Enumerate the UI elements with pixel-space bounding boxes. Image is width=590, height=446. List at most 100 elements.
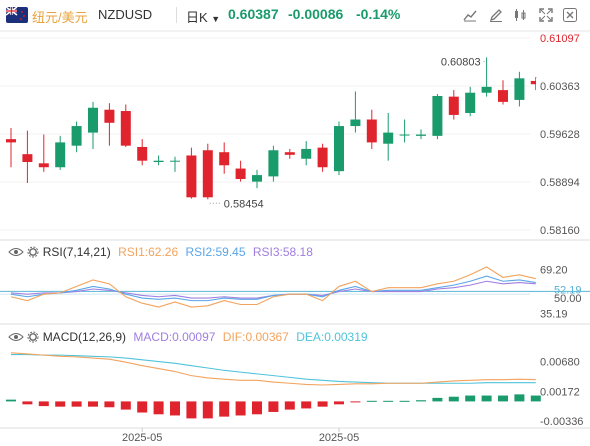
macd-histogram-bar <box>71 401 82 407</box>
last-price: 0.60387 <box>228 6 279 22</box>
macd-histogram-bar <box>153 401 164 415</box>
rsi-tick-label: 52.19 <box>554 284 582 296</box>
candlestick-series: 0.60803 0.58454 <box>6 56 541 210</box>
candle-body <box>235 168 246 180</box>
candle-body <box>334 126 344 172</box>
rsi3-value: RSI3:58.18 <box>252 245 313 259</box>
candle <box>219 142 230 174</box>
rsi-title: RSI(7,14,21) <box>42 245 111 259</box>
gear-icon[interactable] <box>27 330 42 344</box>
candle-body <box>416 134 426 136</box>
rsi-tick-label: 50.00 <box>554 293 582 305</box>
candle <box>71 121 82 153</box>
x-tick-label: 2025-05 <box>122 432 162 444</box>
candle <box>301 141 312 166</box>
candle-body <box>268 150 279 177</box>
price-tick-label: 0.58894 <box>540 177 580 189</box>
candle-body <box>219 152 230 166</box>
rsi-tick-label: 35.19 <box>540 308 568 320</box>
divider <box>176 7 177 23</box>
macd-histogram-bar <box>514 394 525 402</box>
indicator-chart-icon[interactable] <box>462 7 478 23</box>
candle <box>268 145 279 182</box>
rsi-panel <box>0 266 590 308</box>
gear-icon[interactable] <box>27 245 42 259</box>
macd-tick-label: 0.00172 <box>540 386 580 398</box>
candle <box>284 148 295 159</box>
current-price-box <box>536 77 588 94</box>
rsi-legend: RSI(7,14,21) RSI1:62.26 RSI2:59.45 RSI3:… <box>8 245 313 259</box>
candle-body <box>514 78 525 100</box>
rsi1-value: RSI1:62.26 <box>118 245 179 259</box>
pair-name-cn: 纽元/美元 <box>32 10 88 25</box>
macd-panel <box>6 352 541 419</box>
dea-line <box>11 353 536 384</box>
candle-body <box>481 86 492 93</box>
candle <box>38 134 49 172</box>
candle <box>383 112 394 161</box>
candle <box>366 109 377 149</box>
period-select[interactable]: 日K ▼ <box>186 7 220 26</box>
period-label: 日K <box>186 10 208 25</box>
dea-value: DEA:0.00319 <box>296 330 368 344</box>
candle-body <box>399 134 410 136</box>
axis-labels: 0.61097 0.60363 0.59628 0.58894 0.58160 69.20… <box>122 33 588 444</box>
candle <box>202 143 213 200</box>
candle <box>120 104 131 147</box>
candle <box>465 86 476 117</box>
macd-histogram-bar <box>137 401 148 413</box>
candle-body <box>284 152 295 155</box>
rsi2-line <box>10 275 536 302</box>
macd-histogram-bar <box>120 401 131 410</box>
macd-histogram-bar <box>498 395 508 402</box>
candle-body <box>252 175 262 182</box>
macd-histogram-bar <box>448 396 459 402</box>
candle-body <box>448 96 459 115</box>
draw-pen-icon[interactable] <box>488 7 504 23</box>
candle <box>350 91 361 133</box>
candle-body <box>88 107 98 133</box>
candle <box>514 71 525 107</box>
candle <box>6 128 16 168</box>
candle-body <box>301 148 312 159</box>
macd-histogram-bar <box>202 401 213 419</box>
macd-histogram-bar <box>235 401 246 416</box>
low-annotation: 0.58454 <box>224 198 264 210</box>
candle <box>498 80 508 105</box>
macd-histogram-bar <box>6 399 16 402</box>
candle-body <box>6 139 16 143</box>
macd-histogram-bar <box>88 401 98 407</box>
candle <box>170 156 180 172</box>
candle <box>235 160 246 182</box>
candle <box>252 169 262 189</box>
candle <box>186 147 197 199</box>
dif-line <box>10 352 536 386</box>
macd-histogram-bar <box>383 400 394 402</box>
rsi1-line <box>10 266 536 308</box>
high-annotation: 0.60803 <box>441 56 481 68</box>
macd-histogram-bar <box>186 401 197 419</box>
price-tick-label: 0.58160 <box>540 225 580 237</box>
fullscreen-icon[interactable] <box>538 7 554 23</box>
macd-histogram-bar <box>55 401 66 407</box>
candle-body <box>22 154 33 163</box>
candle-body <box>432 95 443 136</box>
chart-header: 纽元/美元 NZDUSD 日K ▼ 0.60387 -0.00086 -0.14… <box>0 0 590 30</box>
price-tick-label: 0.61097 <box>540 33 580 45</box>
candle-body <box>120 111 131 146</box>
dif-value: DIF:0.00367 <box>222 330 289 344</box>
macd-histogram-bar <box>481 395 492 402</box>
candle-body <box>366 119 377 143</box>
eye-icon[interactable] <box>8 330 27 344</box>
candle <box>530 77 541 91</box>
close-icon[interactable] <box>562 7 578 23</box>
macd-histogram-bar <box>219 401 230 417</box>
macd-histogram-bar <box>22 401 33 405</box>
macd-histogram-bar <box>366 400 377 402</box>
eye-icon[interactable] <box>8 245 27 259</box>
candle-settings-icon[interactable] <box>512 7 528 23</box>
candle-body <box>383 132 394 144</box>
price-change-pct: -0.14% <box>356 6 401 22</box>
macd-histogram-bar <box>530 395 541 402</box>
